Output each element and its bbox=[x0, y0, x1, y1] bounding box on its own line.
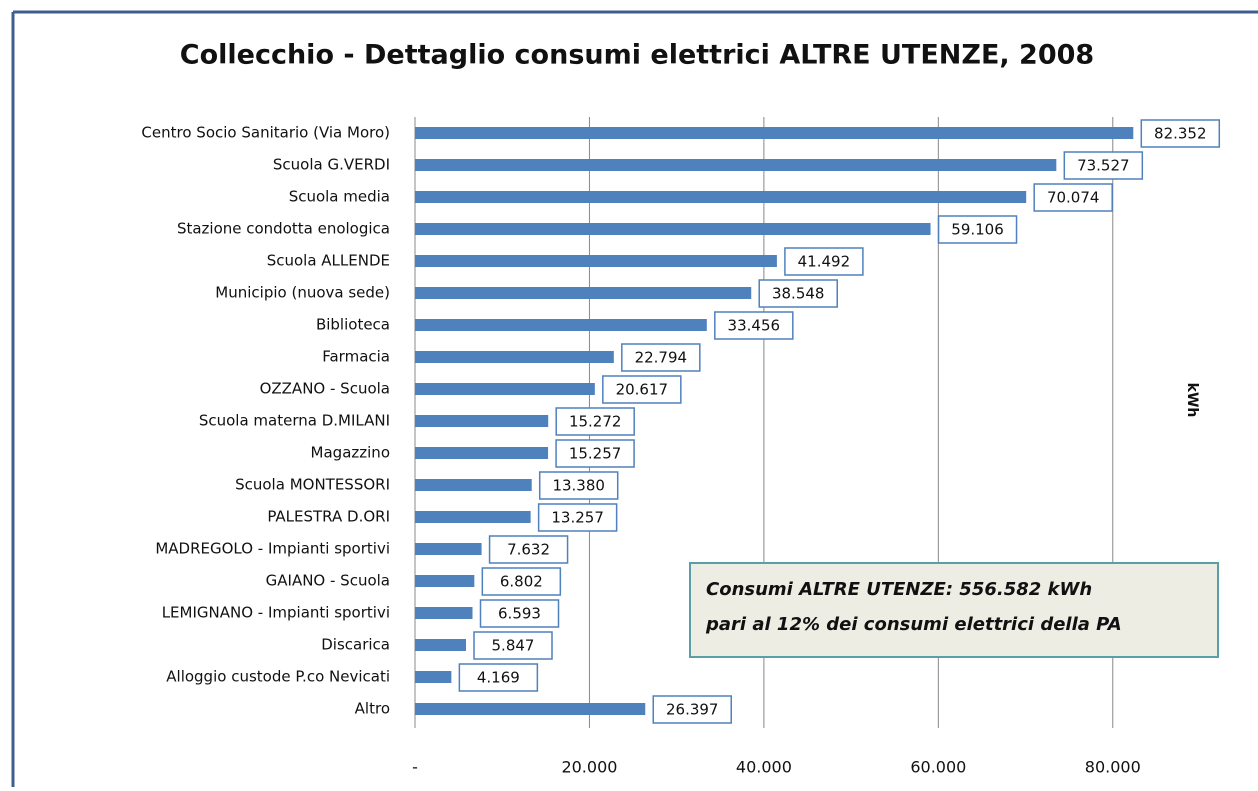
bar bbox=[415, 447, 549, 459]
y-tick-label: Scuola G.VERDI bbox=[273, 156, 390, 174]
y-tick-label: Altro bbox=[355, 700, 390, 718]
x-tick-label: 80.000 bbox=[1085, 758, 1141, 777]
value-label: 41.492 bbox=[798, 253, 851, 271]
bar bbox=[415, 511, 531, 523]
value-label-box bbox=[1063, 151, 1144, 180]
bar bbox=[415, 255, 777, 267]
x-tick-label: - bbox=[412, 758, 418, 777]
y-tick-label: Scuola materna D.MILANI bbox=[199, 412, 390, 430]
bar bbox=[415, 191, 1027, 203]
value-label-box bbox=[481, 567, 562, 596]
y-tick-label: Scuola ALLENDE bbox=[267, 252, 390, 270]
y-tick-label: Magazzino bbox=[311, 444, 390, 462]
value-label: 20.617 bbox=[616, 381, 669, 399]
y-tick-label: GAIANO - Scuola bbox=[266, 572, 390, 590]
y-tick-label: Alloggio custode P.co Nevicati bbox=[166, 668, 390, 686]
value-label: 13.380 bbox=[552, 477, 605, 495]
value-label: 15.257 bbox=[569, 445, 622, 463]
y-tick-label: LEMIGNANO - Impianti sportivi bbox=[162, 604, 390, 622]
bar bbox=[415, 639, 466, 651]
annotation: pari al 12% dei consumi elettrici della … bbox=[705, 614, 1122, 635]
value-label-box bbox=[488, 535, 569, 564]
value-label: 5.847 bbox=[492, 637, 535, 655]
y-tick-label: Municipio (nuova sede) bbox=[215, 284, 390, 302]
x-tick-label: 20.000 bbox=[561, 758, 617, 777]
value-label: 7.632 bbox=[507, 541, 550, 559]
value-label-box bbox=[458, 663, 539, 692]
y-tick-label: Scuola media bbox=[289, 188, 390, 206]
bar bbox=[415, 351, 614, 363]
y-tick-label: MADREGOLO - Impianti sportivi bbox=[155, 540, 390, 558]
value-label-box bbox=[1033, 183, 1113, 212]
bar bbox=[415, 159, 1057, 171]
bar bbox=[415, 671, 452, 683]
bar bbox=[415, 543, 482, 555]
bar bbox=[415, 575, 475, 587]
value-label-box bbox=[1140, 119, 1221, 148]
value-label-box bbox=[758, 279, 838, 308]
value-label: 70.074 bbox=[1047, 189, 1100, 207]
value-label-box bbox=[555, 439, 635, 468]
value-label: 13.257 bbox=[551, 509, 604, 527]
value-label-box bbox=[652, 695, 732, 724]
bar bbox=[415, 287, 752, 299]
bar bbox=[415, 607, 473, 619]
bar bbox=[415, 383, 595, 395]
value-label: 15.272 bbox=[569, 413, 622, 431]
x-tick-label: 60.000 bbox=[910, 758, 966, 777]
value-label: 4.169 bbox=[477, 669, 520, 687]
bar bbox=[415, 127, 1134, 139]
bar bbox=[415, 415, 549, 427]
value-label: 59.106 bbox=[951, 221, 1004, 239]
value-label: 33.456 bbox=[728, 317, 781, 335]
value-label-box bbox=[602, 375, 682, 404]
value-label: 22.794 bbox=[635, 349, 688, 367]
y-tick-label: Farmacia bbox=[322, 348, 390, 366]
value-label: 6.802 bbox=[500, 573, 543, 591]
y-tick-label: Scuola MONTESSORI bbox=[235, 476, 390, 494]
y-tick-label: Discarica bbox=[321, 636, 390, 654]
annotation-box bbox=[689, 562, 1219, 658]
y-tick-label: OZZANO - Scuola bbox=[260, 380, 390, 398]
value-label-box bbox=[479, 599, 560, 628]
bar bbox=[415, 703, 646, 715]
bar bbox=[415, 479, 532, 491]
y-tick-label: Biblioteca bbox=[316, 316, 390, 334]
value-label: 38.548 bbox=[772, 285, 825, 303]
value-label-box bbox=[784, 247, 864, 276]
chart-title: Collecchio - Dettaglio consumi elettrici… bbox=[180, 40, 1094, 71]
y-tick-label: Centro Socio Sanitario (Via Moro) bbox=[141, 124, 390, 142]
value-label-box bbox=[714, 311, 794, 340]
value-label: 73.527 bbox=[1077, 157, 1130, 175]
value-label: 26.397 bbox=[666, 701, 719, 719]
y-tick-label: PALESTRA D.ORI bbox=[267, 508, 390, 526]
x-tick-label: 40.000 bbox=[736, 758, 792, 777]
bar bbox=[415, 223, 931, 235]
y-tick-label: Stazione condotta enologica bbox=[177, 220, 390, 238]
value-label-box bbox=[621, 343, 701, 372]
bar bbox=[415, 319, 707, 331]
x-axis-label: kWh bbox=[1184, 383, 1200, 418]
value-label: 82.352 bbox=[1154, 125, 1207, 143]
value-label-box bbox=[937, 215, 1018, 244]
value-label-box bbox=[538, 471, 619, 500]
value-label: 6.593 bbox=[498, 605, 541, 623]
value-label-box bbox=[537, 503, 618, 532]
value-label-box bbox=[473, 631, 553, 660]
value-label-box bbox=[555, 407, 635, 436]
annotation: Consumi ALTRE UTENZE: 556.582 kWh bbox=[706, 579, 1092, 600]
